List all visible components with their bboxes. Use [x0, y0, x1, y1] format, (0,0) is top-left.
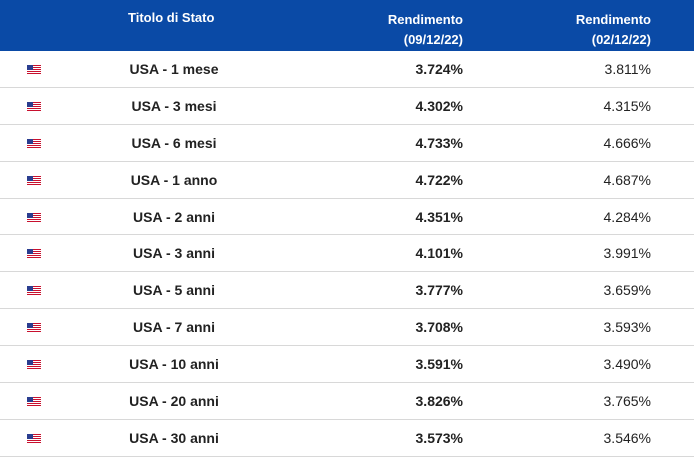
yield-previous-value: 3.593%	[603, 319, 651, 336]
yield-previous-value: 3.765%	[603, 393, 651, 410]
table-row: USA - 3 anni 4.101% 3.991%	[0, 235, 694, 273]
yield-previous-value: 3.991%	[603, 245, 651, 262]
yield-current-value: 3.777%	[415, 282, 463, 299]
yield-current-value: 3.708%	[415, 319, 463, 336]
yield-previous-value: 3.811%	[604, 61, 651, 77]
column-header-title: Titolo di Stato	[128, 10, 215, 25]
us-flag-icon	[27, 323, 41, 333]
yield-previous-value: 4.315%	[603, 97, 651, 114]
bond-name: USA - 1 mese	[129, 61, 219, 77]
column-header-yield-previous-date: (02/12/22)	[591, 32, 651, 47]
yield-previous-value: 4.284%	[603, 208, 651, 225]
yield-current-value: 3.724%	[415, 61, 463, 77]
us-flag-icon	[27, 175, 41, 185]
yield-current-value: 4.101%	[415, 245, 463, 262]
yield-previous-value: 3.546%	[603, 429, 651, 446]
table-row: USA - 10 anni 3.591% 3.490%	[0, 346, 694, 384]
bond-name: USA - 1 anno	[130, 171, 218, 188]
yield-previous-value: 3.490%	[603, 356, 651, 373]
yield-current-value: 4.722%	[415, 171, 463, 188]
table-row: USA - 2 anni 4.351% 4.284%	[0, 199, 694, 236]
table-row: USA - 5 anni 3.777% 3.659%	[0, 272, 694, 310]
table-row: USA - 3 mesi 4.302% 4.315%	[0, 88, 694, 125]
bond-name: USA - 2 anni	[133, 208, 215, 225]
us-flag-icon	[27, 65, 41, 74]
us-flag-icon	[27, 433, 41, 443]
table-body: USA - 1 mese 3.724% 3.811% USA - 3 mesi 4.30…	[0, 51, 694, 457]
table-row: USA - 20 anni 3.826% 3.765%	[0, 383, 694, 420]
bond-name: USA - 3 anni	[133, 245, 215, 262]
yield-previous-value: 3.659%	[603, 282, 651, 299]
us-flag-icon	[27, 138, 41, 148]
table-row: USA - 30 anni 3.573% 3.546%	[0, 420, 694, 457]
yield-previous-value: 4.666%	[603, 134, 651, 151]
yield-current-value: 3.573%	[415, 429, 463, 446]
yield-current-value: 4.351%	[415, 208, 463, 225]
bond-name: USA - 6 mesi	[131, 134, 217, 151]
column-header-yield-previous: Rendimento (02/12/22)	[576, 10, 651, 50]
bond-name: USA - 7 anni	[133, 319, 215, 336]
table-row: USA - 1 mese 3.724% 3.811%	[0, 51, 694, 88]
bond-name: USA - 3 mesi	[131, 97, 217, 114]
yield-current-value: 3.826%	[415, 393, 463, 410]
column-header-yield-previous-label: Rendimento	[575, 12, 651, 27]
bond-name: USA - 30 anni	[129, 429, 219, 446]
column-header-yield-current-label: Rendimento	[387, 12, 463, 27]
table-row: USA - 7 anni 3.708% 3.593%	[0, 309, 694, 347]
us-flag-icon	[27, 249, 41, 259]
table-row: USA - 6 mesi 4.733% 4.666%	[0, 125, 694, 162]
yield-previous-value: 4.687%	[603, 171, 651, 188]
us-flag-icon	[27, 212, 41, 222]
table-row: USA - 1 anno 4.722% 4.687%	[0, 162, 694, 199]
us-flag-icon	[27, 360, 41, 370]
us-flag-icon	[27, 397, 41, 407]
bond-name: USA - 5 anni	[133, 282, 215, 299]
yield-current-value: 4.302%	[415, 97, 463, 114]
bond-name: USA - 10 anni	[129, 356, 219, 373]
us-flag-icon	[27, 286, 41, 296]
bond-name: USA - 20 anni	[129, 393, 219, 410]
column-header-yield-current: Rendimento (09/12/22)	[388, 10, 463, 50]
yield-current-value: 3.591%	[415, 356, 463, 373]
us-flag-icon	[27, 101, 41, 111]
yield-current-value: 4.733%	[415, 134, 463, 151]
column-header-yield-current-date: (09/12/22)	[403, 32, 463, 47]
table-header: Titolo di Stato Rendimento (09/12/22) Re…	[0, 0, 694, 51]
